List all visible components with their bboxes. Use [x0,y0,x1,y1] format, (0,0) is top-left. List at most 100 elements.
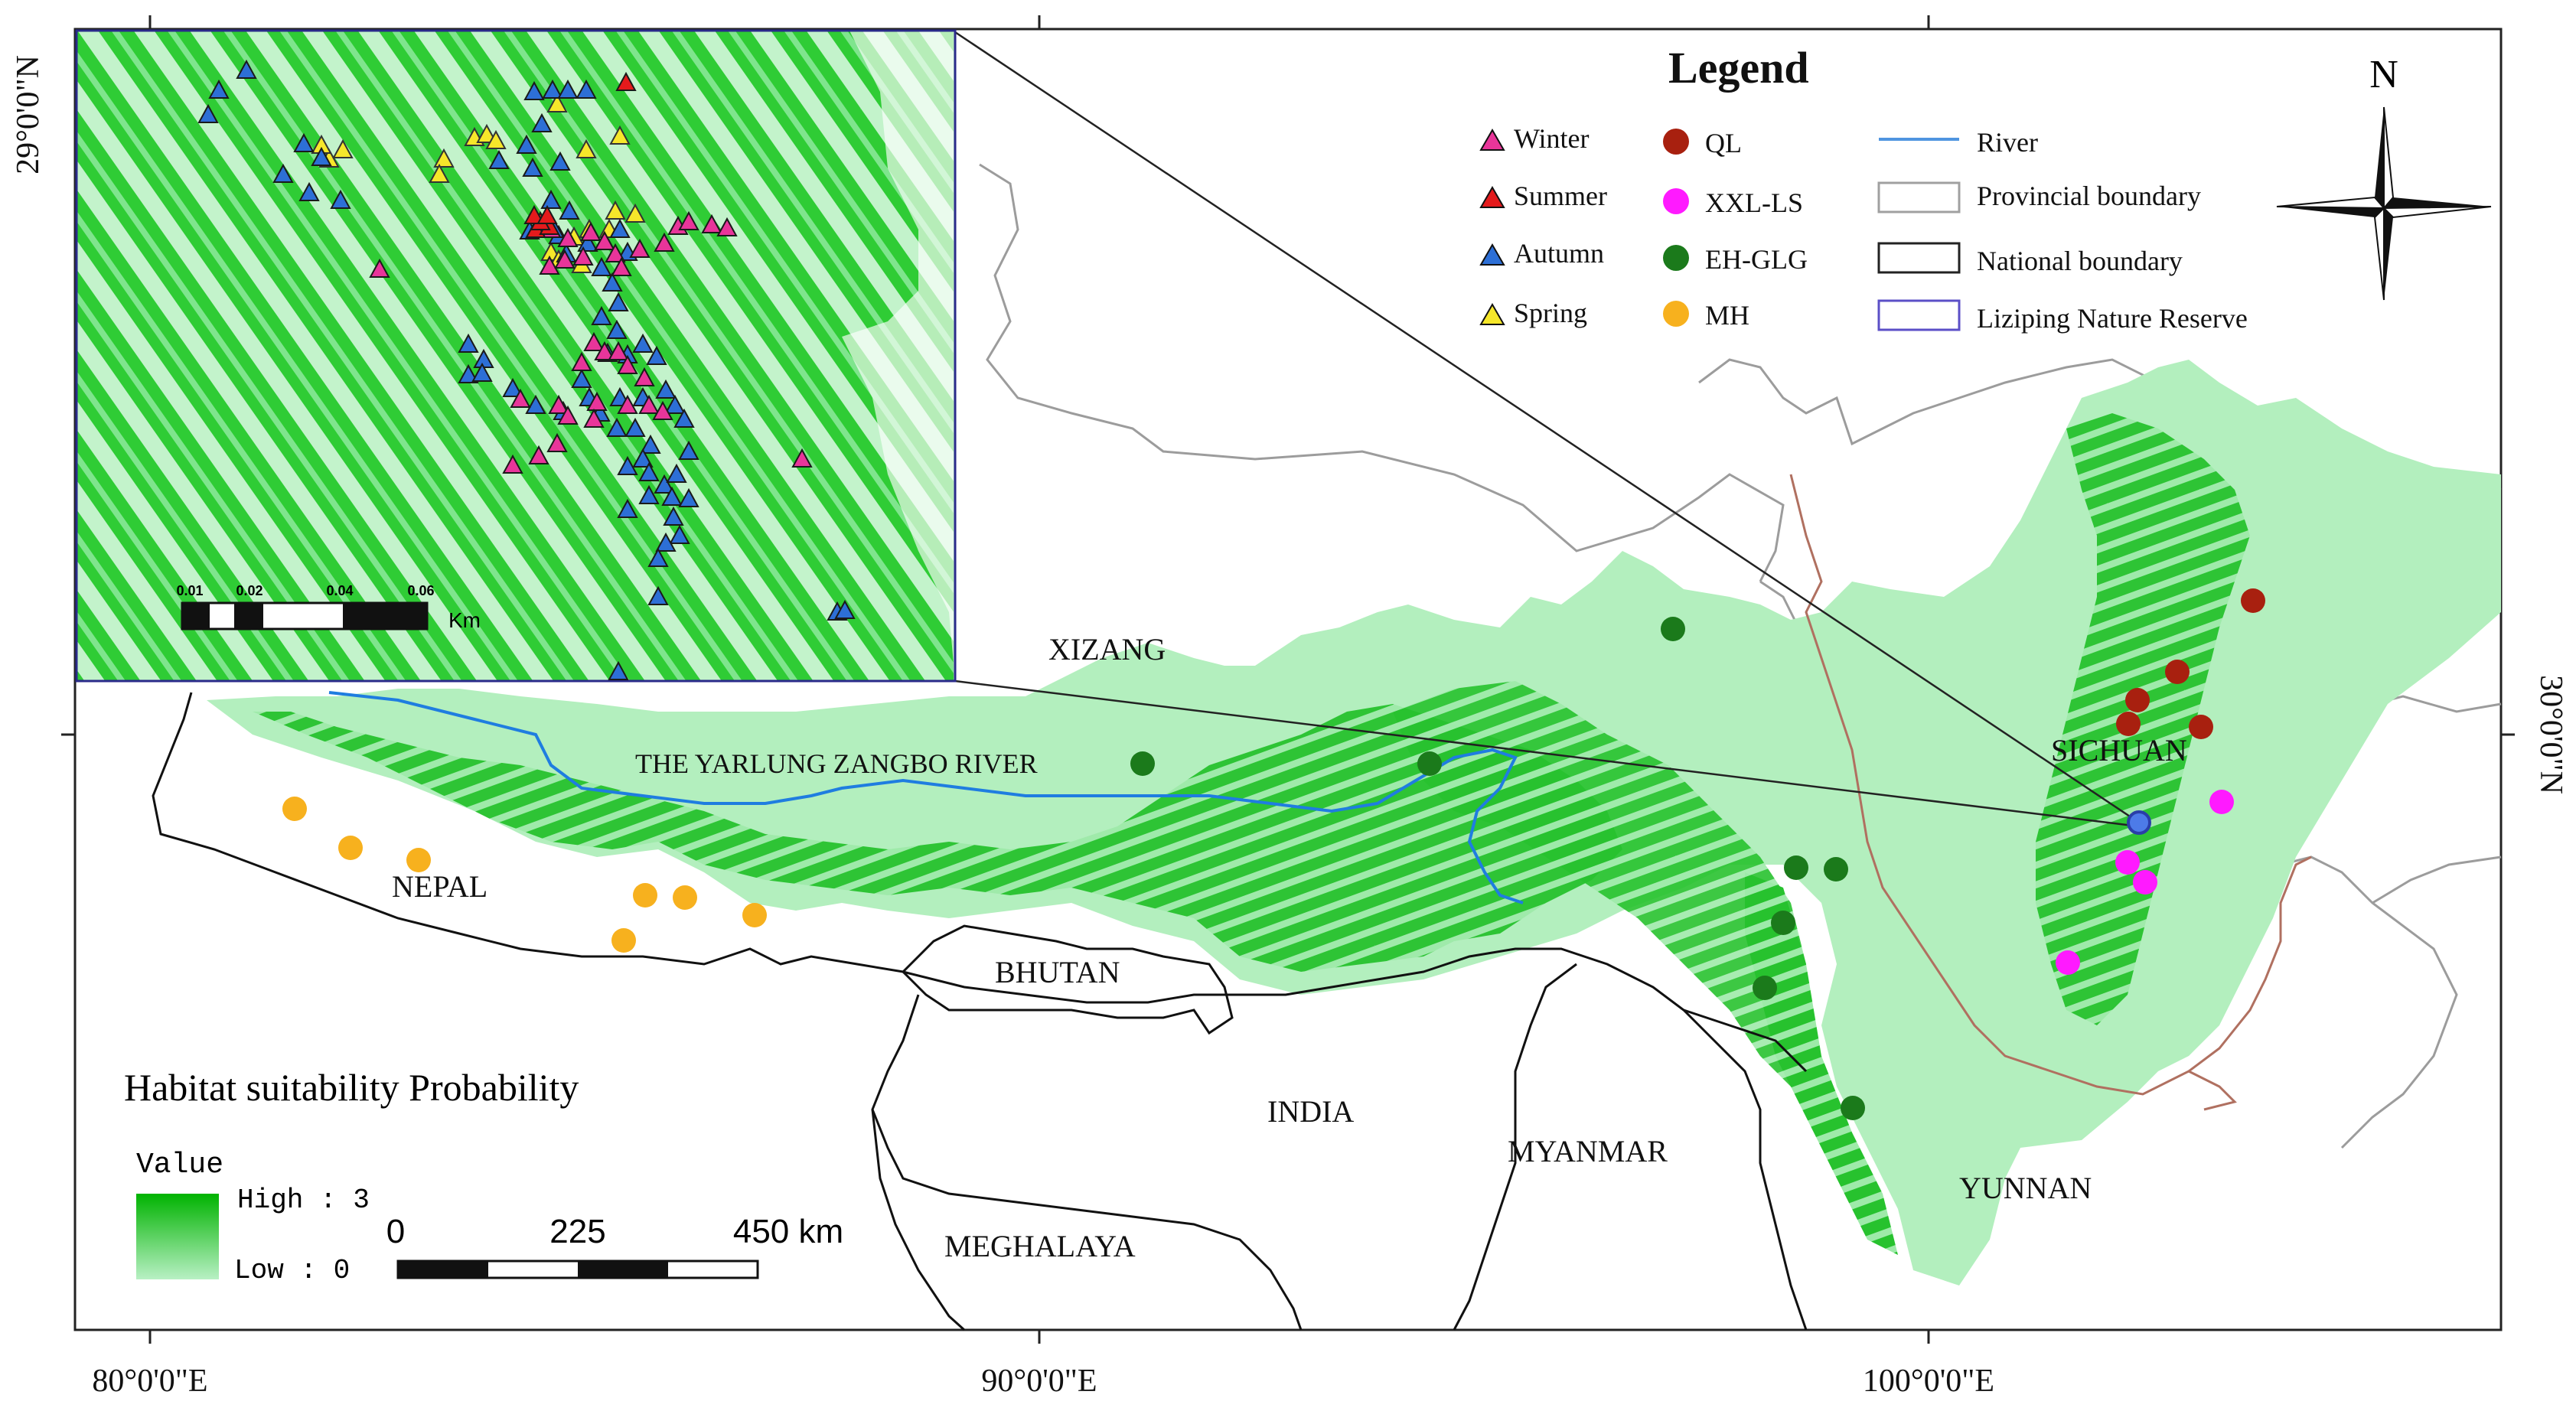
inset-spring-point [485,129,507,149]
inset-autumn-point [655,379,677,399]
inset-autumn-point [559,200,580,220]
legend-mh-label: MH [1705,300,1749,331]
inset-summer-point [536,204,558,224]
place-labels: XIZANG SICHUAN NEPAL BHUTAN INDIA MYANMA… [392,632,2187,1263]
inset-autumn-point [673,408,695,428]
label-bhutan: BHUTAN [995,955,1120,989]
inset-winter-point [548,394,569,414]
eh-glg-point [1784,855,1808,880]
habitat-legend-value-label: Value [136,1149,223,1181]
mh-point [742,903,767,927]
habitat-legend: Habitat suitability Probability Value Hi… [124,1066,579,1286]
inset-autumn-point [666,463,687,483]
mh-point [406,848,431,872]
inset-autumn-point [646,345,667,365]
habitat-layer [207,360,2501,1286]
north-arrow: N [2276,53,2492,301]
inset-autumn-point [502,377,523,397]
inset-winter-point [605,243,626,262]
eh-glg-point [1417,751,1442,776]
inset-winter-point [539,255,560,275]
inset-winter-point [652,400,673,420]
legend-provincial-label: Provincial boundary [1977,181,2201,211]
scale-tick-0: 0 [386,1213,405,1250]
inset-connector-lines [954,31,2140,828]
coord-bottom-100: 100°0'0"E [1863,1364,1994,1399]
inset-autumn-point [571,368,592,388]
habitat-legend-high: High : 3 [237,1185,370,1216]
inset-winter-point [701,213,722,233]
habitat-gradient-bar [136,1194,219,1279]
xxl-ls-point [2056,950,2080,975]
inset-winter-point [546,432,568,452]
inset-winter-point [510,388,531,408]
inset-spring-point [476,123,497,143]
inset-winter-point [638,394,660,414]
inset-scale-unit: Km [448,608,481,632]
inset-winter-point [557,227,579,247]
inset-autumn-point [458,333,479,353]
legend-xxl-ls-label: XXL-LS [1705,187,1803,218]
legend-ql-dot [1663,129,1689,155]
inset-autumn-point [531,112,553,132]
inset-winter-point [502,454,523,474]
mh-point [633,883,657,908]
ql-point [2165,660,2190,684]
inset-autumn-point [664,394,686,414]
legend-reserve-label: Liziping Nature Reserve [1977,303,2248,334]
label-nepal: NEPAL [392,869,487,904]
xxl-ls-point [2115,850,2140,875]
inset-spring-point [576,138,597,158]
inset-winter-point [583,408,605,428]
legend-river-label: River [1977,127,2038,158]
inset-winter-point [791,448,813,468]
inset-winter-point [654,232,675,252]
habitat-legend-low: Low : 0 [234,1255,350,1286]
legend-mh-dot [1663,301,1689,327]
inset-winter-point [617,354,638,374]
inset-spring-point [429,163,450,183]
inset-autumn-point [663,506,684,526]
legend-summer-label: Summer [1514,181,1607,211]
inset-autumn-point [208,79,230,99]
legend-ql-label: QL [1705,128,1742,158]
coord-bottom-80: 80°0'0"E [92,1364,207,1399]
label-sichuan: SICHUAN [2051,733,2187,767]
inset-autumn-point [624,417,646,437]
inset-autumn-point [549,151,571,171]
river-lines [328,691,1524,904]
inset-autumn-point [608,660,629,680]
legend-spring-triangle [1479,302,1505,325]
inset-autumn-point [608,292,629,311]
inset-autumn-point [647,585,669,605]
inset-autumn-point [330,189,351,209]
legend-title: Legend [1668,43,1809,93]
inset-autumn-point [516,134,537,154]
inset-autumn-point [576,79,597,99]
inset-autumn-point [272,163,294,183]
label-india: INDIA [1267,1094,1354,1129]
inset-autumn-point [602,272,623,292]
north-arrow-label: N [2369,53,2398,96]
inset-autumn-point [678,487,699,507]
inset-scale-tick-3: 0.06 [407,583,434,598]
inset-winter-point [629,238,651,258]
inset-autumn-point [617,498,638,518]
inset-autumn-point [591,305,612,325]
legend-winter-label: Winter [1514,123,1590,154]
inset-autumn-point [632,333,654,353]
legend-autumn-triangle [1479,243,1505,266]
inset-autumn-point [557,79,579,99]
inset-winter-point [608,341,629,360]
inset-autumn-point [197,103,219,123]
legend-reserve-box [1877,299,1961,331]
inset-winter-point [571,351,592,371]
coordinate-labels: 80°0'0"E 90°0'0"E 100°0'0"E 29°0'0"N 30°… [11,55,2568,1399]
inset-autumn-point [488,149,510,169]
scale-tick-1: 225 [549,1213,605,1250]
inset-autumn-point [640,434,661,454]
ql-point [2125,688,2150,712]
mh-point [282,797,307,821]
label-myanmar: MYANMAR [1508,1134,1668,1168]
inset-autumn-point [617,455,638,475]
